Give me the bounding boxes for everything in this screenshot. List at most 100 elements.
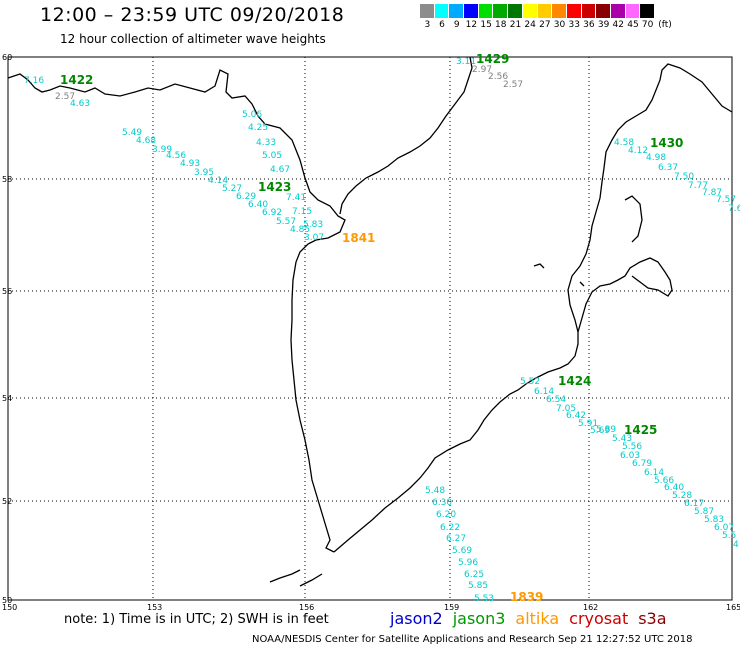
- wave-height-value: 4.33: [256, 138, 276, 148]
- color-scale-swatch: [537, 4, 553, 18]
- wave-height-value: 4: [733, 540, 739, 550]
- longitude-label: 156: [299, 603, 314, 612]
- wave-height-value: 5.91: [578, 419, 598, 429]
- color-scale-swatch: [493, 4, 509, 18]
- color-scale-label: 70: [641, 20, 654, 30]
- color-scale-swatch: [434, 4, 450, 18]
- map-frame: [7, 56, 733, 601]
- color-scale-swatch: [508, 4, 523, 18]
- wave-height-value: 4.63: [70, 99, 90, 109]
- wave-height-value: 6.79: [632, 459, 652, 469]
- wave-height-value: 5.56: [622, 442, 642, 452]
- wave-height-value: 3.07: [304, 233, 324, 243]
- track-time-label: 1841: [342, 231, 375, 245]
- track-1430: 4.584.124.986.377.507.777.877.577.6 1430: [614, 136, 740, 214]
- small-island: [533, 263, 545, 269]
- small-island: [579, 281, 585, 287]
- track-1839: 5.48 6.30 6.20 6.226.27 5.69 5.96 6.255.85 5.53…: [425, 486, 543, 604]
- wave-height-value: 6.07: [714, 523, 734, 533]
- track-time-label: 1424: [558, 374, 591, 388]
- track-time-label: 1422: [60, 73, 93, 87]
- wave-height-value: 6.40: [248, 200, 268, 210]
- wave-height-value: 5.87: [694, 507, 714, 517]
- color-scale-label: 30: [553, 20, 566, 30]
- wave-height-value: 6.54: [546, 395, 566, 405]
- latitude-label: 50: [2, 596, 12, 605]
- wave-height-value: 5.85: [468, 581, 488, 591]
- map-title: 12:00 – 23:59 UTC 09/20/2018: [40, 4, 345, 26]
- wave-height-value: 3.99: [152, 145, 172, 155]
- satellite-legend: jason2 jason3 altika cryosat s3a: [390, 609, 677, 628]
- wave-height-value: 7.50: [674, 172, 694, 182]
- track-1423: 5.06 4.25 4.33 5.05 4.67 7.41 7.15 5.83 5.494.68…: [122, 110, 324, 243]
- shelikhov-coast: [339, 56, 473, 215]
- wave-height-value: 6.20: [436, 510, 456, 520]
- color-scale-label: 9: [453, 20, 460, 30]
- wave-height-value: 5.28: [672, 491, 692, 501]
- wave-height-value: 7.6: [728, 204, 740, 214]
- wave-height-value: 5.83: [303, 220, 323, 230]
- color-scale-swatch: [625, 4, 641, 18]
- wave-height-value: 5.49: [122, 128, 142, 138]
- track-time-label: 1430: [650, 136, 683, 150]
- legend-altika: altika: [515, 609, 560, 628]
- map-subtitle: 12 hour collection of altimeter wave hei…: [60, 32, 326, 46]
- wave-height-value: 5.53: [474, 594, 494, 604]
- wave-height-value: 5.05: [262, 151, 282, 161]
- track-1422: 7.16 2.574.63 1422: [24, 73, 93, 109]
- wave-height-value: 5.43: [612, 434, 632, 444]
- wave-height-value: 2.57: [503, 80, 523, 90]
- color-scale-swatch: [596, 4, 611, 18]
- wave-height-value: 4.93: [180, 159, 200, 169]
- color-scale-swatch: [420, 4, 435, 18]
- wave-height-value: 7.41: [286, 193, 306, 203]
- footer-note: note: 1) Time is in UTC; 2) SWH is in fe…: [64, 612, 329, 627]
- latitude-label: 54: [2, 394, 12, 403]
- track-time-label: 1423: [258, 180, 291, 194]
- wave-height-value: 6.25: [464, 570, 484, 580]
- wave-height-value: 5.89: [596, 425, 616, 435]
- wave-height-value: 2.97: [472, 65, 492, 75]
- color-scale-label: 3: [424, 20, 431, 30]
- wave-height-value: 5.5: [722, 531, 736, 541]
- wave-height-value: 4.12: [628, 146, 648, 156]
- color-scale-label: 45: [627, 20, 639, 30]
- color-scale-swatch: [610, 4, 626, 18]
- wave-height-value: 4.56: [166, 151, 186, 161]
- wave-height-value: 5.27: [222, 184, 242, 194]
- wave-height-value: 7.57: [716, 195, 736, 205]
- legend-cryosat: cryosat: [569, 609, 629, 628]
- legend-jason3: jason3: [452, 609, 506, 628]
- okhotsk-north-coast: [7, 69, 346, 245]
- wave-height-color-scale: 3 6 9 12 15 18 21 24 27 30 33 36 39 42 45 70 (ft): [420, 4, 675, 30]
- latitude-label: 56: [2, 287, 12, 296]
- color-scale-swatch: [640, 4, 655, 18]
- wave-height-value: 6.42: [566, 411, 586, 421]
- kamchatka-west-coast: [290, 243, 335, 553]
- wave-height-value: 2.57: [55, 92, 75, 102]
- kuril-island-1: [269, 569, 301, 583]
- color-scale-swatch: [478, 4, 494, 18]
- color-scale-label: 33: [568, 20, 580, 30]
- color-scale-label: 18: [495, 20, 507, 30]
- wave-height-value: 5.69: [590, 426, 610, 436]
- wave-height-value: 4.67: [270, 165, 290, 175]
- legend-jason2: jason2: [390, 609, 443, 628]
- color-scale-swatch: [552, 4, 567, 18]
- wave-height-value: 4.58: [614, 138, 634, 148]
- wave-height-value: 7.15: [292, 207, 312, 217]
- wave-height-value: 4.98: [646, 153, 666, 163]
- wave-height-value: 6.27: [446, 534, 466, 544]
- wave-height-value: 2.56: [488, 72, 508, 82]
- color-scale-label: 36: [583, 20, 595, 30]
- longitude-label: 159: [444, 603, 459, 612]
- color-scale-swatch: [522, 4, 538, 18]
- color-scale-swatch: [449, 4, 465, 18]
- wave-height-value: 4.14: [208, 176, 228, 186]
- color-scale-labels: 3 6 9 12 15 18 21 24 27 30 33 36 39 42 45 70 (ft): [420, 20, 675, 30]
- color-scale-label: 24: [524, 20, 536, 30]
- color-scale-swatch: [464, 4, 479, 18]
- wave-height-value: 6.14: [534, 387, 554, 397]
- wave-height-value: 5.69: [452, 546, 472, 556]
- wave-height-value: 5.52: [520, 377, 540, 387]
